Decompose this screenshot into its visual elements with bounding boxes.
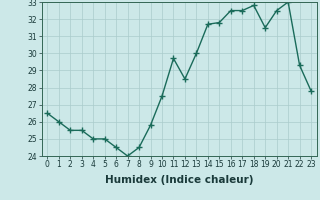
X-axis label: Humidex (Indice chaleur): Humidex (Indice chaleur): [105, 175, 253, 185]
